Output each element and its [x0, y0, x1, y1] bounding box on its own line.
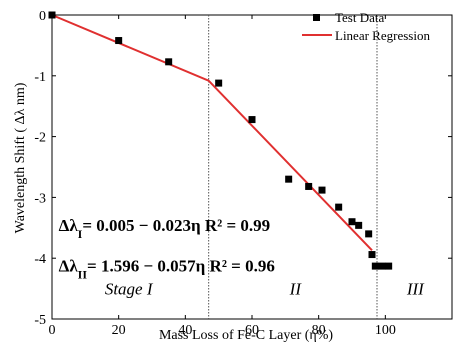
equation-2: ΔλII= 1.596 − 0.057η R² = 0.96: [59, 256, 275, 281]
legend: Test Data Linear Regression: [302, 10, 430, 43]
test-data-point: [365, 230, 373, 238]
regression-line: [51, 14, 373, 251]
test-data-point: [335, 203, 343, 211]
x-tick-label: 80: [312, 323, 326, 338]
y-tick-label: 0: [39, 9, 46, 24]
test-data-point: [385, 262, 393, 270]
test-data-point: [115, 37, 123, 45]
test-data-point: [165, 58, 173, 66]
x-tick-label: 40: [178, 323, 192, 338]
test-data-point: [378, 262, 386, 270]
equation-1: ΔλI= 0.005 − 0.023η R² = 0.99: [59, 216, 271, 241]
test-data-point: [371, 262, 379, 270]
x-axis: 0 20 40 60 80 100: [49, 15, 396, 338]
test-data-point: [348, 218, 356, 226]
test-data-point: [248, 116, 256, 124]
y-axis: 0 -1 -2 -3 -4 -5: [34, 9, 452, 328]
test-data-point: [48, 11, 56, 19]
x-tick-label: 100: [375, 323, 396, 338]
regression-series: [51, 14, 373, 251]
stage-label: II: [289, 280, 303, 299]
legend-marker-test-data: [313, 14, 320, 21]
x-axis-title: Mass Loss of Fe-C Layer (η%): [159, 328, 333, 343]
y-tick-label: -4: [34, 252, 46, 267]
equation-annotations: ΔλI= 0.005 − 0.023η R² = 0.99 ΔλII= 1.596…: [59, 216, 275, 282]
y-tick-label: -1: [34, 70, 46, 85]
test-data-point: [318, 186, 326, 194]
legend-label-test-data: Test Data: [335, 10, 384, 25]
test-data-point: [215, 79, 223, 87]
y-axis-title: Wavelength Shift ( Δλ nm): [13, 82, 28, 233]
stage-label: Stage I: [105, 280, 154, 299]
legend-label-linear-regression: Linear Regression: [335, 28, 430, 43]
test-data-point: [368, 251, 376, 259]
test-data-point: [305, 182, 313, 190]
test-data-point: [355, 221, 363, 229]
test-data-series: [48, 11, 393, 270]
x-tick-label: 0: [49, 323, 56, 338]
stage-labels: Stage I II III: [105, 280, 425, 299]
y-tick-label: -5: [34, 313, 46, 328]
x-tick-label: 60: [245, 323, 259, 338]
y-tick-label: -3: [34, 191, 46, 206]
stage-label: III: [406, 280, 425, 299]
x-tick-label: 20: [112, 323, 126, 338]
test-data-point: [285, 175, 293, 183]
y-tick-label: -2: [34, 131, 46, 146]
